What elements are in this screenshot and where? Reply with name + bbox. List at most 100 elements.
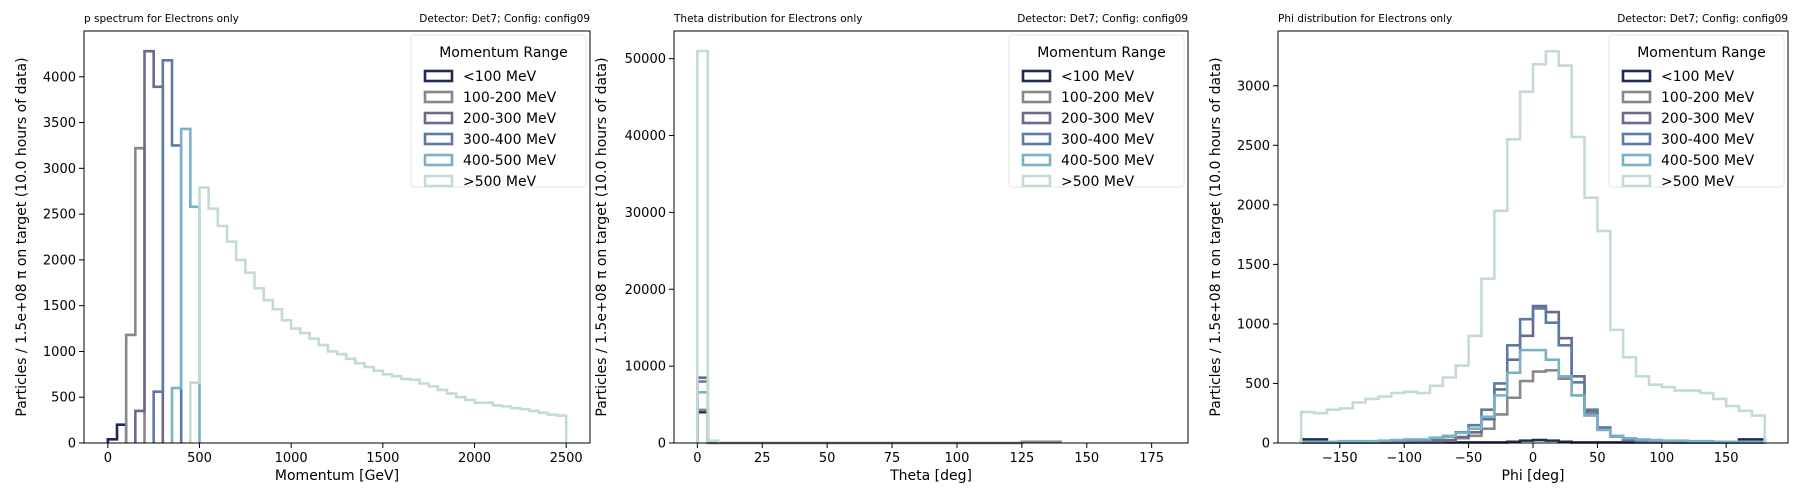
legend-label-4: 300-400 MeV bbox=[1061, 132, 1155, 148]
histogram-series-3 bbox=[134, 49, 165, 443]
y-tick-label: 2500 bbox=[1237, 139, 1270, 154]
y-tick-label: 20000 bbox=[625, 283, 666, 298]
legend-swatch-6 bbox=[423, 174, 454, 188]
x-tick-label: 175 bbox=[1139, 451, 1164, 466]
legend-box bbox=[410, 34, 587, 188]
legend-label-3: 200-300 MeV bbox=[1061, 111, 1155, 127]
legend-label-5: 400-500 MeV bbox=[1661, 153, 1755, 169]
x-tick-label: 2000 bbox=[458, 451, 491, 466]
y-tick-label: 3000 bbox=[1237, 79, 1270, 94]
legend-box bbox=[1608, 34, 1785, 188]
chart-panel-2: Theta distribution for Electrons only Det… bbox=[594, 13, 1189, 484]
x-tick-label: 500 bbox=[187, 451, 212, 466]
x-tick-label: 0 bbox=[693, 451, 701, 466]
x-tick-label: −100 bbox=[1386, 451, 1422, 466]
y-tick-label: 1000 bbox=[1237, 317, 1270, 332]
legend-swatch-1 bbox=[1021, 69, 1052, 83]
legend-label-2: 100-200 MeV bbox=[1661, 90, 1755, 106]
x-tick-label: 1000 bbox=[275, 451, 308, 466]
y-tick-label: 2500 bbox=[43, 208, 76, 223]
y-tick-label: 4000 bbox=[43, 70, 76, 85]
chart-subtitle: Detector: Det7; Config: config09 bbox=[1617, 13, 1788, 25]
legend-title: Momentum Range bbox=[1037, 45, 1166, 61]
chart-title: p spectrum for Electrons only bbox=[84, 13, 239, 25]
y-axis-label: Particles / 1.5e+08 π on target (10.0 ho… bbox=[1208, 57, 1224, 416]
y-axis-label: Particles / 1.5e+08 π on target (10.0 ho… bbox=[594, 57, 610, 416]
legend-title: Momentum Range bbox=[1637, 45, 1766, 61]
x-tick-label: 100 bbox=[945, 451, 970, 466]
legend-label-2: 100-200 MeV bbox=[463, 90, 557, 106]
x-tick-label: 25 bbox=[754, 451, 771, 466]
legend-swatch-5 bbox=[423, 153, 454, 167]
histogram-series-2 bbox=[124, 146, 146, 443]
legend-swatch-6 bbox=[1021, 174, 1052, 188]
legend-box bbox=[1008, 34, 1185, 188]
histogram-series-4 bbox=[152, 59, 183, 443]
plot-frame bbox=[83, 30, 591, 444]
legend-title: Momentum Range bbox=[439, 45, 568, 61]
legend-swatch-2 bbox=[1621, 90, 1652, 104]
chart-title: Phi distribution for Electrons only bbox=[1278, 13, 1452, 25]
legend-label-1: <100 MeV bbox=[1661, 69, 1735, 85]
legend-label-5: 400-500 MeV bbox=[463, 153, 557, 169]
legend-swatch-5 bbox=[1021, 153, 1052, 167]
x-tick-label: −150 bbox=[1322, 451, 1358, 466]
legend-label-3: 200-300 MeV bbox=[463, 111, 557, 127]
y-tick-label: 40000 bbox=[625, 129, 666, 144]
y-tick-label: 0 bbox=[658, 437, 666, 452]
legend-label-6: >500 MeV bbox=[1061, 174, 1135, 190]
legend-swatch-2 bbox=[423, 90, 454, 104]
legend-label-4: 300-400 MeV bbox=[1661, 132, 1755, 148]
legend-swatch-2 bbox=[1021, 90, 1052, 104]
x-tick-label: 50 bbox=[1589, 451, 1606, 466]
x-tick-label: 125 bbox=[1009, 451, 1034, 466]
chart-title: Theta distribution for Electrons only bbox=[673, 13, 862, 25]
chart-subtitle: Detector: Det7; Config: config09 bbox=[1017, 13, 1188, 25]
y-tick-label: 10000 bbox=[625, 360, 666, 375]
histogram-series-5 bbox=[696, 390, 710, 443]
legend-swatch-3 bbox=[1021, 111, 1052, 125]
x-tick-label: 50 bbox=[819, 451, 836, 466]
y-tick-label: 1500 bbox=[43, 299, 76, 314]
y-tick-label: 1500 bbox=[1237, 258, 1270, 273]
legend: Momentum Range <100 MeV 100-200 MeV 200-300… bbox=[1608, 34, 1785, 190]
legend-label-1: <100 MeV bbox=[1061, 69, 1135, 85]
legend-swatch-1 bbox=[423, 69, 454, 83]
histogram-series-6 bbox=[1299, 49, 1767, 443]
x-tick-label: 0 bbox=[1529, 451, 1537, 466]
histogram-series-2 bbox=[696, 408, 1063, 445]
legend-swatch-3 bbox=[1621, 111, 1652, 125]
legend-label-6: >500 MeV bbox=[463, 174, 537, 190]
x-tick-label: 0 bbox=[104, 451, 112, 466]
histogram-series-6 bbox=[189, 186, 568, 443]
histogram-series-2 bbox=[1299, 369, 1767, 444]
x-tick-label: 150 bbox=[1074, 451, 1099, 466]
histogram-series-5 bbox=[170, 127, 201, 443]
y-tick-label: 2000 bbox=[43, 253, 76, 268]
x-axis-label: Phi [deg] bbox=[1502, 468, 1565, 484]
y-tick-label: 0 bbox=[1262, 437, 1270, 452]
x-tick-label: 2500 bbox=[550, 451, 583, 466]
chart-panel-3: Phi distribution for Electrons only Detec… bbox=[1208, 13, 1789, 484]
y-tick-label: 2000 bbox=[1237, 198, 1270, 213]
y-tick-label: 3500 bbox=[43, 116, 76, 131]
x-tick-label: −50 bbox=[1455, 451, 1482, 466]
y-tick-label: 1000 bbox=[43, 345, 76, 360]
legend-swatch-3 bbox=[423, 111, 454, 125]
x-axis-label: Momentum [GeV] bbox=[275, 468, 399, 484]
legend-label-4: 300-400 MeV bbox=[463, 132, 557, 148]
x-tick-label: 1500 bbox=[366, 451, 399, 466]
y-tick-label: 30000 bbox=[625, 206, 666, 221]
x-tick-label: 75 bbox=[884, 451, 901, 466]
y-tick-label: 50000 bbox=[625, 52, 666, 67]
legend-swatch-1 bbox=[1621, 69, 1652, 83]
x-tick-label: 100 bbox=[1649, 451, 1674, 466]
legend-swatch-5 bbox=[1621, 153, 1652, 167]
y-axis-label: Particles / 1.5e+08 π on target (10.0 ho… bbox=[14, 57, 30, 416]
chart-subtitle: Detector: Det7; Config: config09 bbox=[419, 13, 590, 25]
histogram-series-6 bbox=[696, 49, 720, 443]
histogram-series-1 bbox=[106, 423, 128, 443]
histogram-series-5 bbox=[1299, 348, 1767, 444]
y-tick-label: 0 bbox=[68, 437, 76, 452]
